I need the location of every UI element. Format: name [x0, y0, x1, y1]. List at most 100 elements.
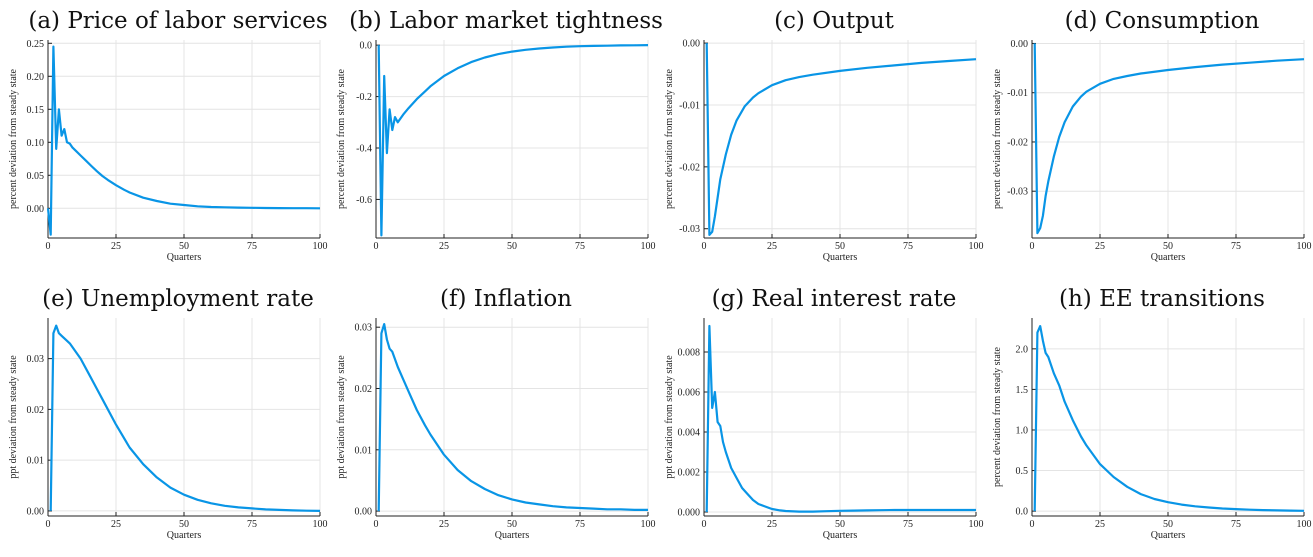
y-axis-label: percent deviation from steady state [992, 68, 1003, 209]
x-tick-label: 25 [1095, 241, 1105, 252]
y-tick-label: 0.03 [355, 323, 373, 334]
chart-svg-d: (d) Consumption 0 25 50 75 100 0.00 -0.01 -0.02 -… [992, 8, 1312, 263]
x-tick-label: 25 [767, 519, 777, 530]
x-tick-label: 0 [702, 241, 707, 252]
x-tick-label: 25 [439, 241, 449, 252]
x-axis-label: Quarters [495, 530, 530, 541]
x-tick-label: 75 [575, 519, 585, 530]
x-tick-label: 50 [507, 519, 517, 530]
y-tick-label: -0.03 [1007, 187, 1028, 198]
chart-panel-a: (a) Price of labor services 0 25 50 75 100 0.0… [0, 0, 328, 278]
chart-title: (d) Consumption [1065, 8, 1260, 34]
x-tick-label: 100 [1297, 241, 1312, 252]
chart-svg-e: (e) Unemployment rate 0 25 50 75 100 0.00 0.01 0… [8, 286, 328, 541]
series-line [377, 322, 648, 512]
x-tick-label: 50 [835, 519, 845, 530]
series-line [705, 324, 976, 513]
chart-svg-f: (f) Inflation 0 25 50 75 100 0.00 0.01 0.02 0.03 Q… [336, 286, 656, 541]
x-tick-label: 0 [1030, 519, 1035, 530]
y-tick-label: 2.0 [1016, 344, 1029, 355]
y-tick-label: 0.10 [27, 138, 45, 149]
y-tick-label: -0.01 [679, 100, 700, 111]
y-tick-label: 0.03 [27, 354, 45, 365]
y-axis-label: ppt deviation from steady state [664, 355, 675, 479]
y-tick-label: -0.02 [679, 162, 700, 173]
y-axis-label: ppt deviation from steady state [8, 355, 19, 479]
chart-panel-d: (d) Consumption 0 25 50 75 100 0.00 -0.01 -0.02 -… [984, 0, 1312, 278]
x-tick-label: 75 [247, 241, 257, 252]
x-tick-label: 50 [1163, 519, 1173, 530]
y-tick-label: 0.5 [1016, 466, 1029, 477]
y-tick-label: -0.01 [1007, 88, 1028, 99]
x-tick-label: 75 [575, 241, 585, 252]
y-tick-label: 0.008 [678, 348, 701, 359]
x-tick-label: 50 [835, 241, 845, 252]
x-tick-label: 75 [903, 241, 913, 252]
y-tick-label: 0.000 [678, 508, 701, 519]
y-tick-label: -0.02 [1007, 137, 1028, 148]
x-tick-label: 100 [641, 519, 656, 530]
x-tick-label: 100 [1297, 519, 1312, 530]
chart-panel-h: (h) EE transitions 0 25 50 75 100 0.0 0.5 1.0 1.5… [984, 278, 1312, 556]
x-tick-label: 100 [313, 241, 328, 252]
chart-title: (h) EE transitions [1059, 286, 1265, 312]
x-axis-label: Quarters [167, 252, 202, 263]
y-tick-label: 1.5 [1016, 385, 1029, 396]
x-tick-label: 75 [1231, 241, 1241, 252]
x-tick-label: 75 [247, 519, 257, 530]
y-axis-label: percent deviation from steady state [664, 68, 675, 209]
chart-title: (c) Output [774, 8, 895, 34]
x-tick-label: 25 [767, 241, 777, 252]
x-tick-label: 75 [903, 519, 913, 530]
chart-panel-e: (e) Unemployment rate 0 25 50 75 100 0.00 0.01 0… [0, 278, 328, 556]
chart-title: (g) Real interest rate [712, 286, 957, 312]
x-tick-label: 75 [1231, 519, 1241, 530]
x-tick-label: 50 [1163, 241, 1173, 252]
x-tick-label: 100 [969, 241, 984, 252]
y-tick-label: 0.25 [27, 39, 45, 50]
y-tick-label: 0.05 [27, 171, 45, 182]
x-tick-label: 25 [439, 519, 449, 530]
x-tick-label: 25 [111, 241, 121, 252]
x-tick-label: 25 [111, 519, 121, 530]
x-axis-label: Quarters [823, 530, 858, 541]
chart-svg-a: (a) Price of labor services 0 25 50 75 100 0.0… [8, 8, 328, 263]
x-axis-label: Quarters [1151, 252, 1186, 263]
chart-panel-c: (c) Output 0 25 50 75 100 0.00 -0.01 -0.02 -0.03 Q… [656, 0, 984, 278]
y-tick-label: 1.0 [1016, 425, 1029, 436]
y-tick-label: 0.0 [360, 41, 373, 52]
x-tick-label: 100 [313, 519, 328, 530]
y-axis-label: ppt deviation from steady state [336, 355, 347, 479]
series-line [1033, 324, 1305, 512]
chart-panel-b: (b) Labor market tightness 0 25 50 75 100 0.0 -… [328, 0, 663, 278]
y-tick-label: -0.03 [679, 224, 700, 235]
x-axis-label: Quarters [167, 530, 202, 541]
y-tick-label: 0.004 [678, 428, 701, 439]
x-axis-label: Quarters [823, 252, 858, 263]
chart-svg-g: (g) Real interest rate 0 25 50 75 100 0.000 0.0… [664, 286, 984, 541]
y-tick-label: 0.00 [683, 39, 701, 50]
chart-panel-f: (f) Inflation 0 25 50 75 100 0.00 0.01 0.02 0.03 Q… [328, 278, 656, 556]
chart-title: (f) Inflation [440, 286, 572, 312]
y-tick-label: 0.002 [678, 468, 701, 479]
chart-svg-c: (c) Output 0 25 50 75 100 0.00 -0.01 -0.02 -0.03 Q… [664, 8, 984, 263]
y-axis-label: percent deviation from steady state [8, 68, 19, 209]
y-axis-label: percent deviation from steady state [992, 346, 1003, 487]
x-tick-label: 0 [374, 519, 379, 530]
x-axis-label: Quarters [1151, 530, 1186, 541]
chart-title: (a) Price of labor services [28, 8, 327, 34]
series-line [49, 324, 321, 512]
y-tick-label: 0.02 [27, 405, 45, 416]
chart-svg-h: (h) EE transitions 0 25 50 75 100 0.0 0.5 1.0 1.5… [992, 286, 1312, 541]
x-tick-label: 0 [46, 519, 51, 530]
y-tick-label: 0.02 [355, 384, 373, 395]
y-tick-label: -0.6 [356, 195, 372, 206]
series-line [705, 43, 977, 236]
chart-panel-g: (g) Real interest rate 0 25 50 75 100 0.000 0.0… [656, 278, 984, 556]
x-tick-label: 100 [969, 519, 984, 530]
chart-title: (b) Labor market tightness [349, 8, 663, 34]
y-tick-label: 0.00 [27, 204, 45, 215]
x-tick-label: 50 [179, 519, 189, 530]
y-tick-label: 0.0 [1016, 507, 1029, 518]
